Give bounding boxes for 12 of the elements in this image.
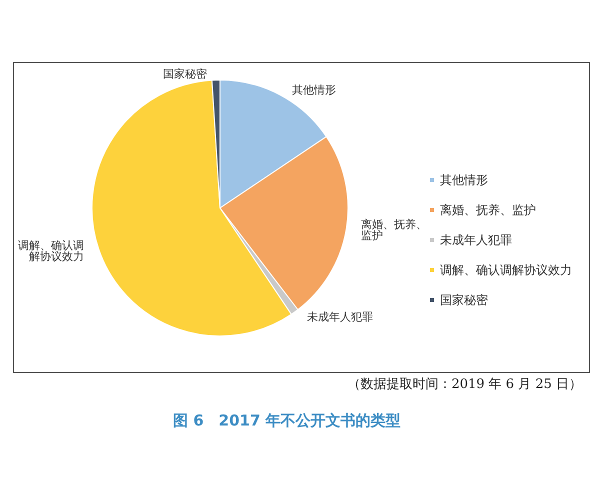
data-label: 未成年人犯罪 <box>307 310 374 324</box>
slice-label: 离婚、抚养、监护 <box>361 218 428 242</box>
data-label: 离婚、抚养、监护 <box>440 203 536 217</box>
legend-label: 调解、确认调解协议效力 <box>440 263 572 277</box>
legend-label: 国家秘密 <box>440 293 488 307</box>
text: （数据提取时间：2019 年 6 月 25 日） <box>347 377 582 392</box>
data-label: 国家秘密 <box>162 68 207 81</box>
legend-label: 其他情形 <box>440 173 488 187</box>
legend-label: 未成年人犯罪 <box>440 233 512 247</box>
text: 图 6 2017 年不公开文书的类型 <box>173 412 401 430</box>
data-label: 其他情形 <box>292 83 336 96</box>
data-label: 调解、确认调解协议效力 <box>18 239 84 264</box>
